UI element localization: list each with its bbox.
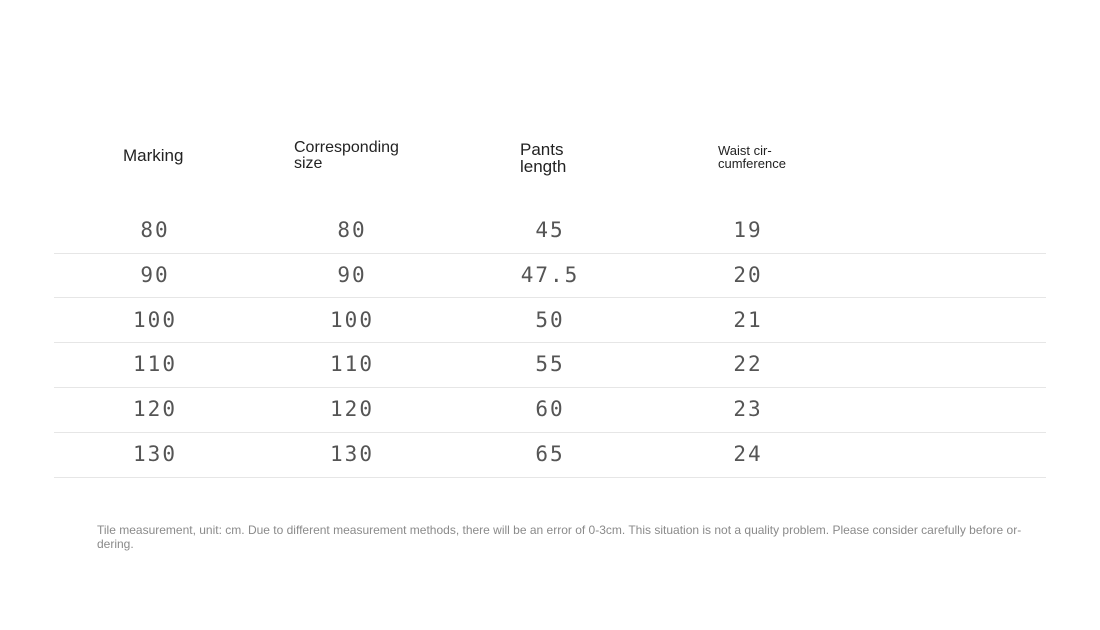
row-divider <box>54 297 1046 299</box>
row-divider <box>54 252 1046 254</box>
row-divider <box>54 431 1046 433</box>
table-cell: 120 <box>330 397 374 422</box>
table-cell: 47.5 <box>520 262 580 287</box>
table-cell: 90 <box>140 262 170 287</box>
column-header: Marking <box>123 146 184 165</box>
table-cell: 60 <box>535 397 565 422</box>
table-cell: 110 <box>133 352 177 377</box>
table-cell: 80 <box>337 218 367 242</box>
table-cell: 90 <box>337 262 367 287</box>
table-cell: 22 <box>733 352 763 377</box>
table-cell: 23 <box>733 397 763 422</box>
table-cell: 65 <box>535 442 565 466</box>
table-cell: 24 <box>733 442 763 466</box>
table-cell: 110 <box>330 352 374 377</box>
table-cell: 50 <box>535 307 565 332</box>
note: Tile measurement, unit: cm. Due to diffe… <box>97 523 1022 551</box>
table-cell: 100 <box>330 307 374 332</box>
table-cell: 20 <box>733 262 763 287</box>
table-cell: 55 <box>535 352 565 377</box>
row-divider <box>54 476 1046 478</box>
table-cell: 100 <box>133 307 177 332</box>
table-cell: 80 <box>140 218 170 242</box>
column-header: Corresponding size <box>294 139 399 172</box>
column-header: Pants length <box>520 140 567 176</box>
table-cell: 130 <box>133 442 177 466</box>
column-header: Waist cir- cumference <box>718 143 786 171</box>
row-divider <box>54 342 1046 344</box>
table-cell: 19 <box>733 218 763 242</box>
table-cell: 120 <box>133 397 177 422</box>
table-cell: 21 <box>733 307 763 332</box>
row-divider <box>54 386 1046 388</box>
table-cell: 130 <box>330 442 374 466</box>
table-cell: 45 <box>535 218 565 242</box>
